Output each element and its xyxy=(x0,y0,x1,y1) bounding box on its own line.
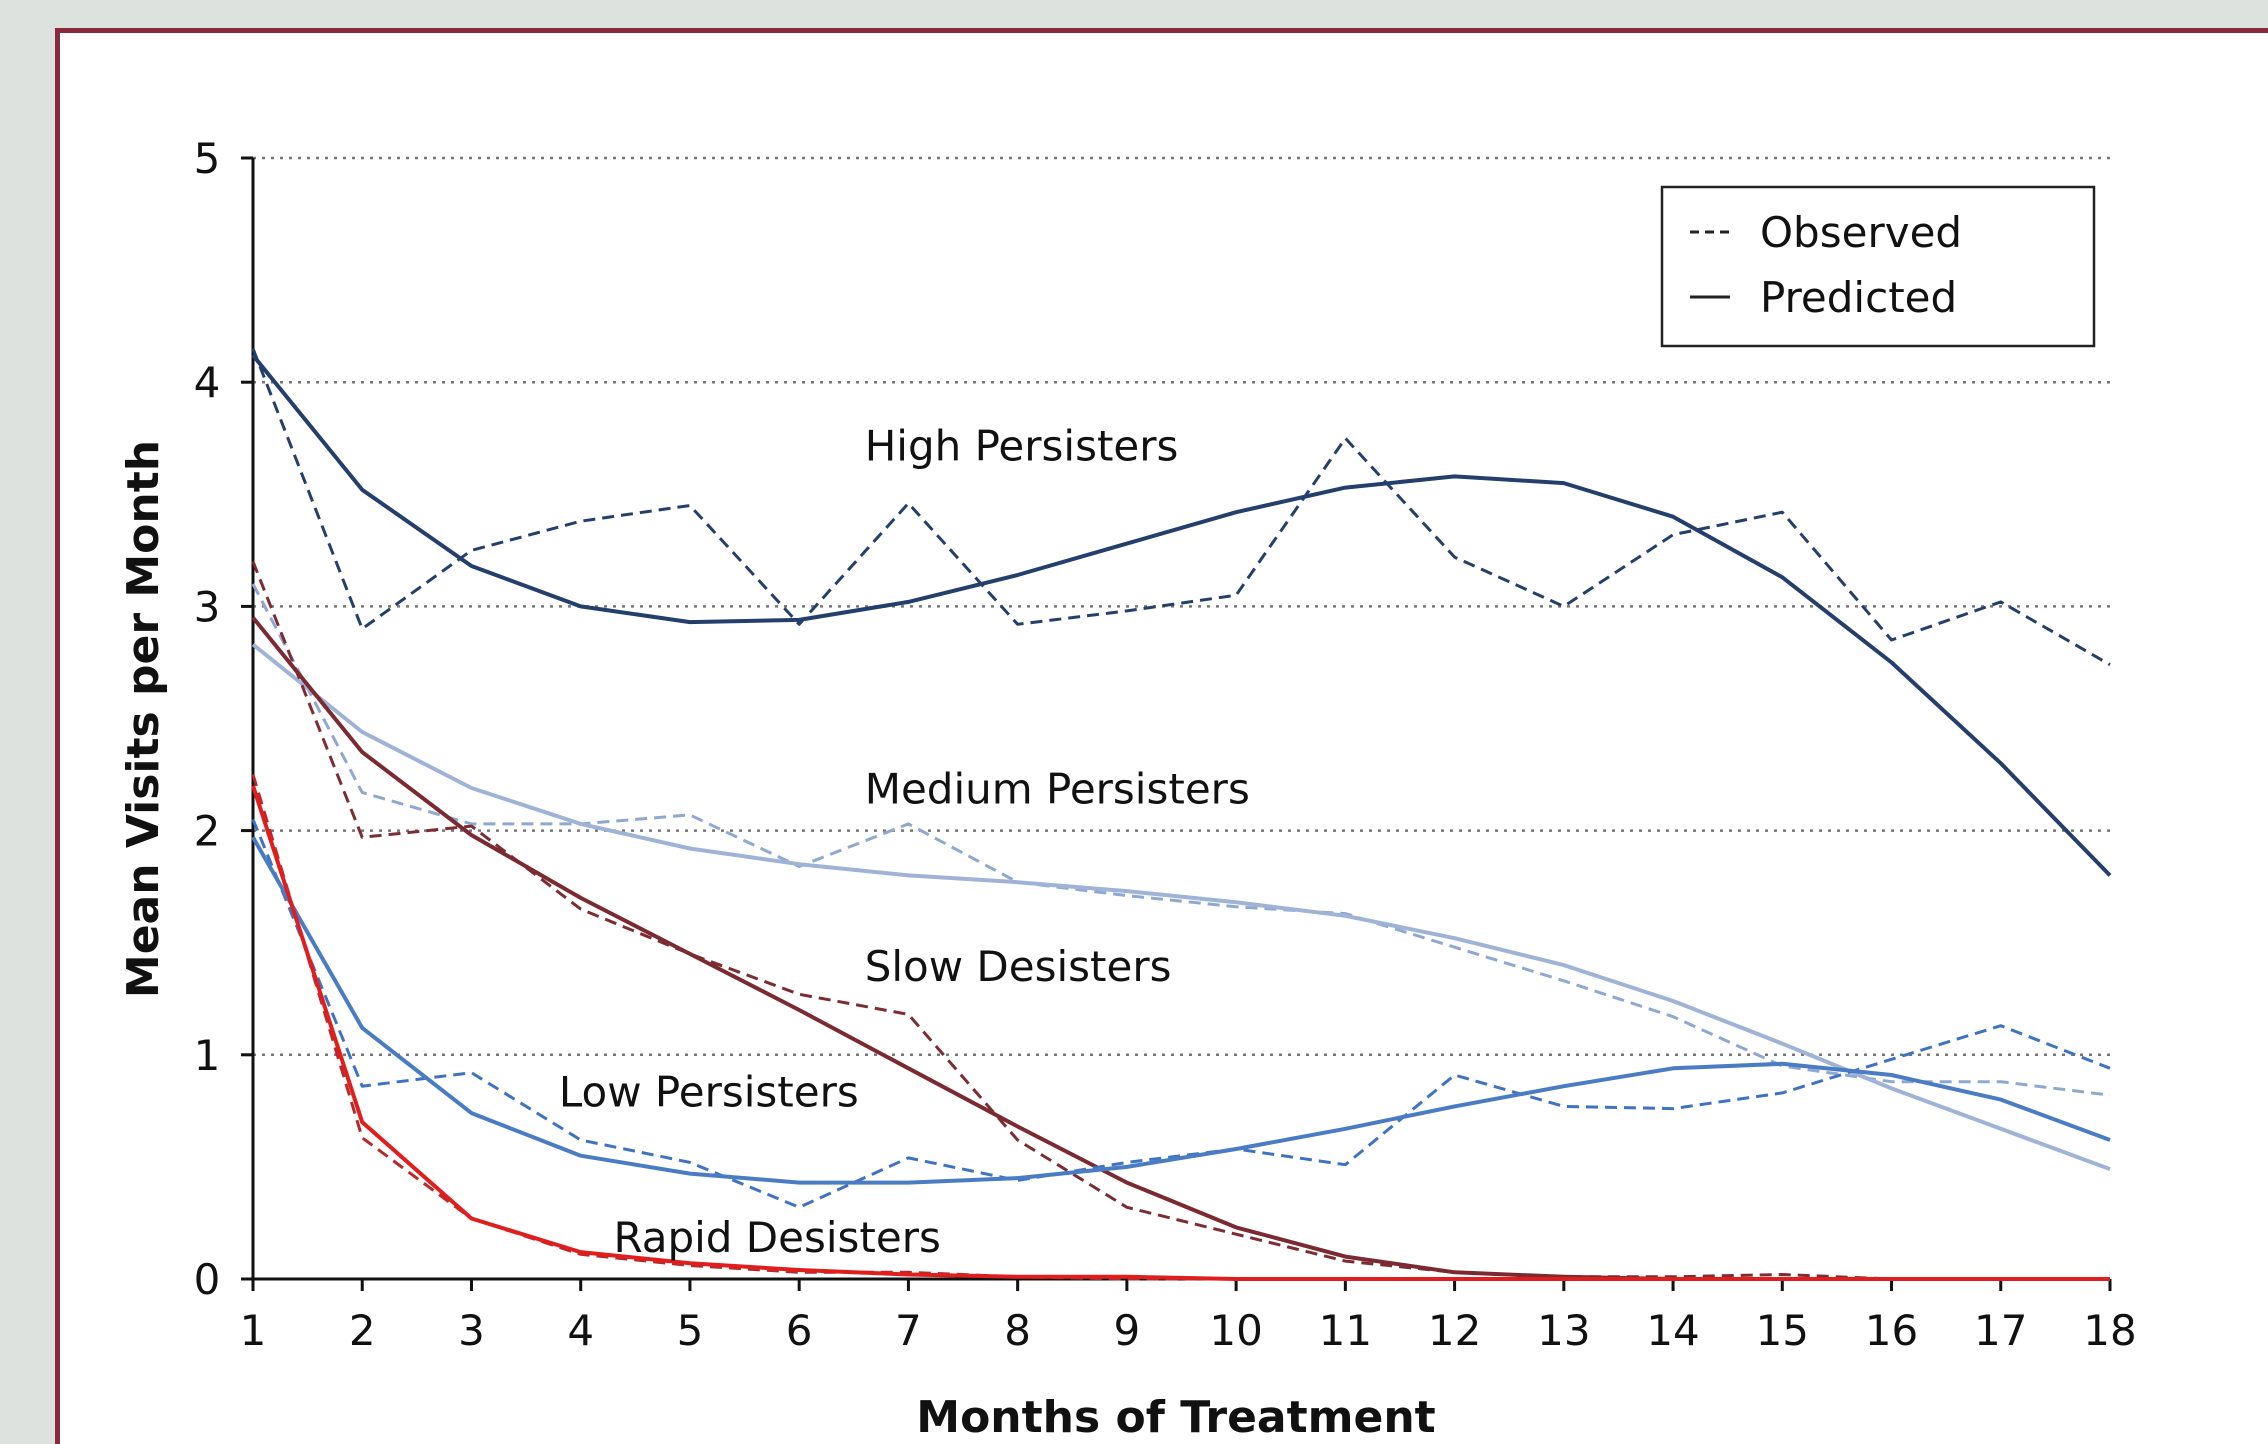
gridlines xyxy=(253,156,2110,1057)
series-label-medium-persisters: Medium Persisters xyxy=(865,765,1250,814)
x-tick-label: 8 xyxy=(1004,1306,1031,1355)
slow-desisters-observed-line xyxy=(251,561,2110,1281)
series-lines xyxy=(251,348,2112,1281)
low-persisters-predicted-line xyxy=(251,836,2111,1185)
legend-predicted-label: Predicted xyxy=(1760,273,1957,322)
y-tick-label: 0 xyxy=(194,1255,221,1304)
x-tick-label: 2 xyxy=(349,1306,376,1355)
medium-persisters-predicted-line xyxy=(251,642,2111,1171)
legend-observed-label: Observed xyxy=(1760,208,1962,257)
y-tick-label: 4 xyxy=(194,358,221,407)
x-tick-label: 5 xyxy=(677,1306,704,1355)
rapid-desisters-predicted-line xyxy=(251,785,2110,1281)
x-tick-label: 11 xyxy=(1319,1306,1372,1355)
slow-desisters-predicted-line xyxy=(251,616,2110,1281)
x-tick-label: 14 xyxy=(1646,1306,1699,1355)
x-tick-label: 15 xyxy=(1756,1306,1809,1355)
annotations: High Persisters Medium Persisters Slow Des… xyxy=(559,422,1250,1262)
x-tick-label: 4 xyxy=(567,1306,594,1355)
series-label-high-persisters: High Persisters xyxy=(865,422,1179,471)
x-tick-label: 6 xyxy=(786,1306,813,1355)
x-tick-label: 1 xyxy=(240,1306,267,1355)
y-tick-label: 1 xyxy=(194,1031,221,1080)
y-axis-title: Mean Visits per Month xyxy=(118,440,169,998)
x-axis-title: Months of Treatment xyxy=(916,1392,1435,1443)
x-tick-label: 10 xyxy=(1209,1306,1262,1355)
x-tick-label: 13 xyxy=(1537,1306,1590,1355)
y-tick-label: 3 xyxy=(194,582,221,631)
x-tick-label: 17 xyxy=(1974,1306,2027,1355)
high-persisters-predicted-line xyxy=(251,354,2112,877)
medium-persisters-observed-line xyxy=(251,583,2111,1097)
series-label-rapid-desisters: Rapid Desisters xyxy=(613,1213,940,1262)
series-label-slow-desisters: Slow Desisters xyxy=(865,942,1172,991)
y-tick-label: 5 xyxy=(194,134,221,183)
x-tick-label: 16 xyxy=(1865,1306,1918,1355)
low-persisters-observed-line xyxy=(251,818,2111,1209)
legend-box xyxy=(1660,185,2096,348)
x-tick-label: 3 xyxy=(458,1306,485,1355)
x-tick-label: 7 xyxy=(895,1306,922,1355)
y-tick-label: 2 xyxy=(194,807,221,856)
x-tick-label: 9 xyxy=(1114,1306,1141,1355)
high-persisters-observed-line xyxy=(251,348,2111,667)
series-label-low-persisters: Low Persisters xyxy=(559,1067,859,1116)
x-tick-label: 12 xyxy=(1428,1306,1481,1355)
x-tick-label: 18 xyxy=(2083,1306,2136,1355)
legend: Observed Predicted xyxy=(1660,185,2096,348)
